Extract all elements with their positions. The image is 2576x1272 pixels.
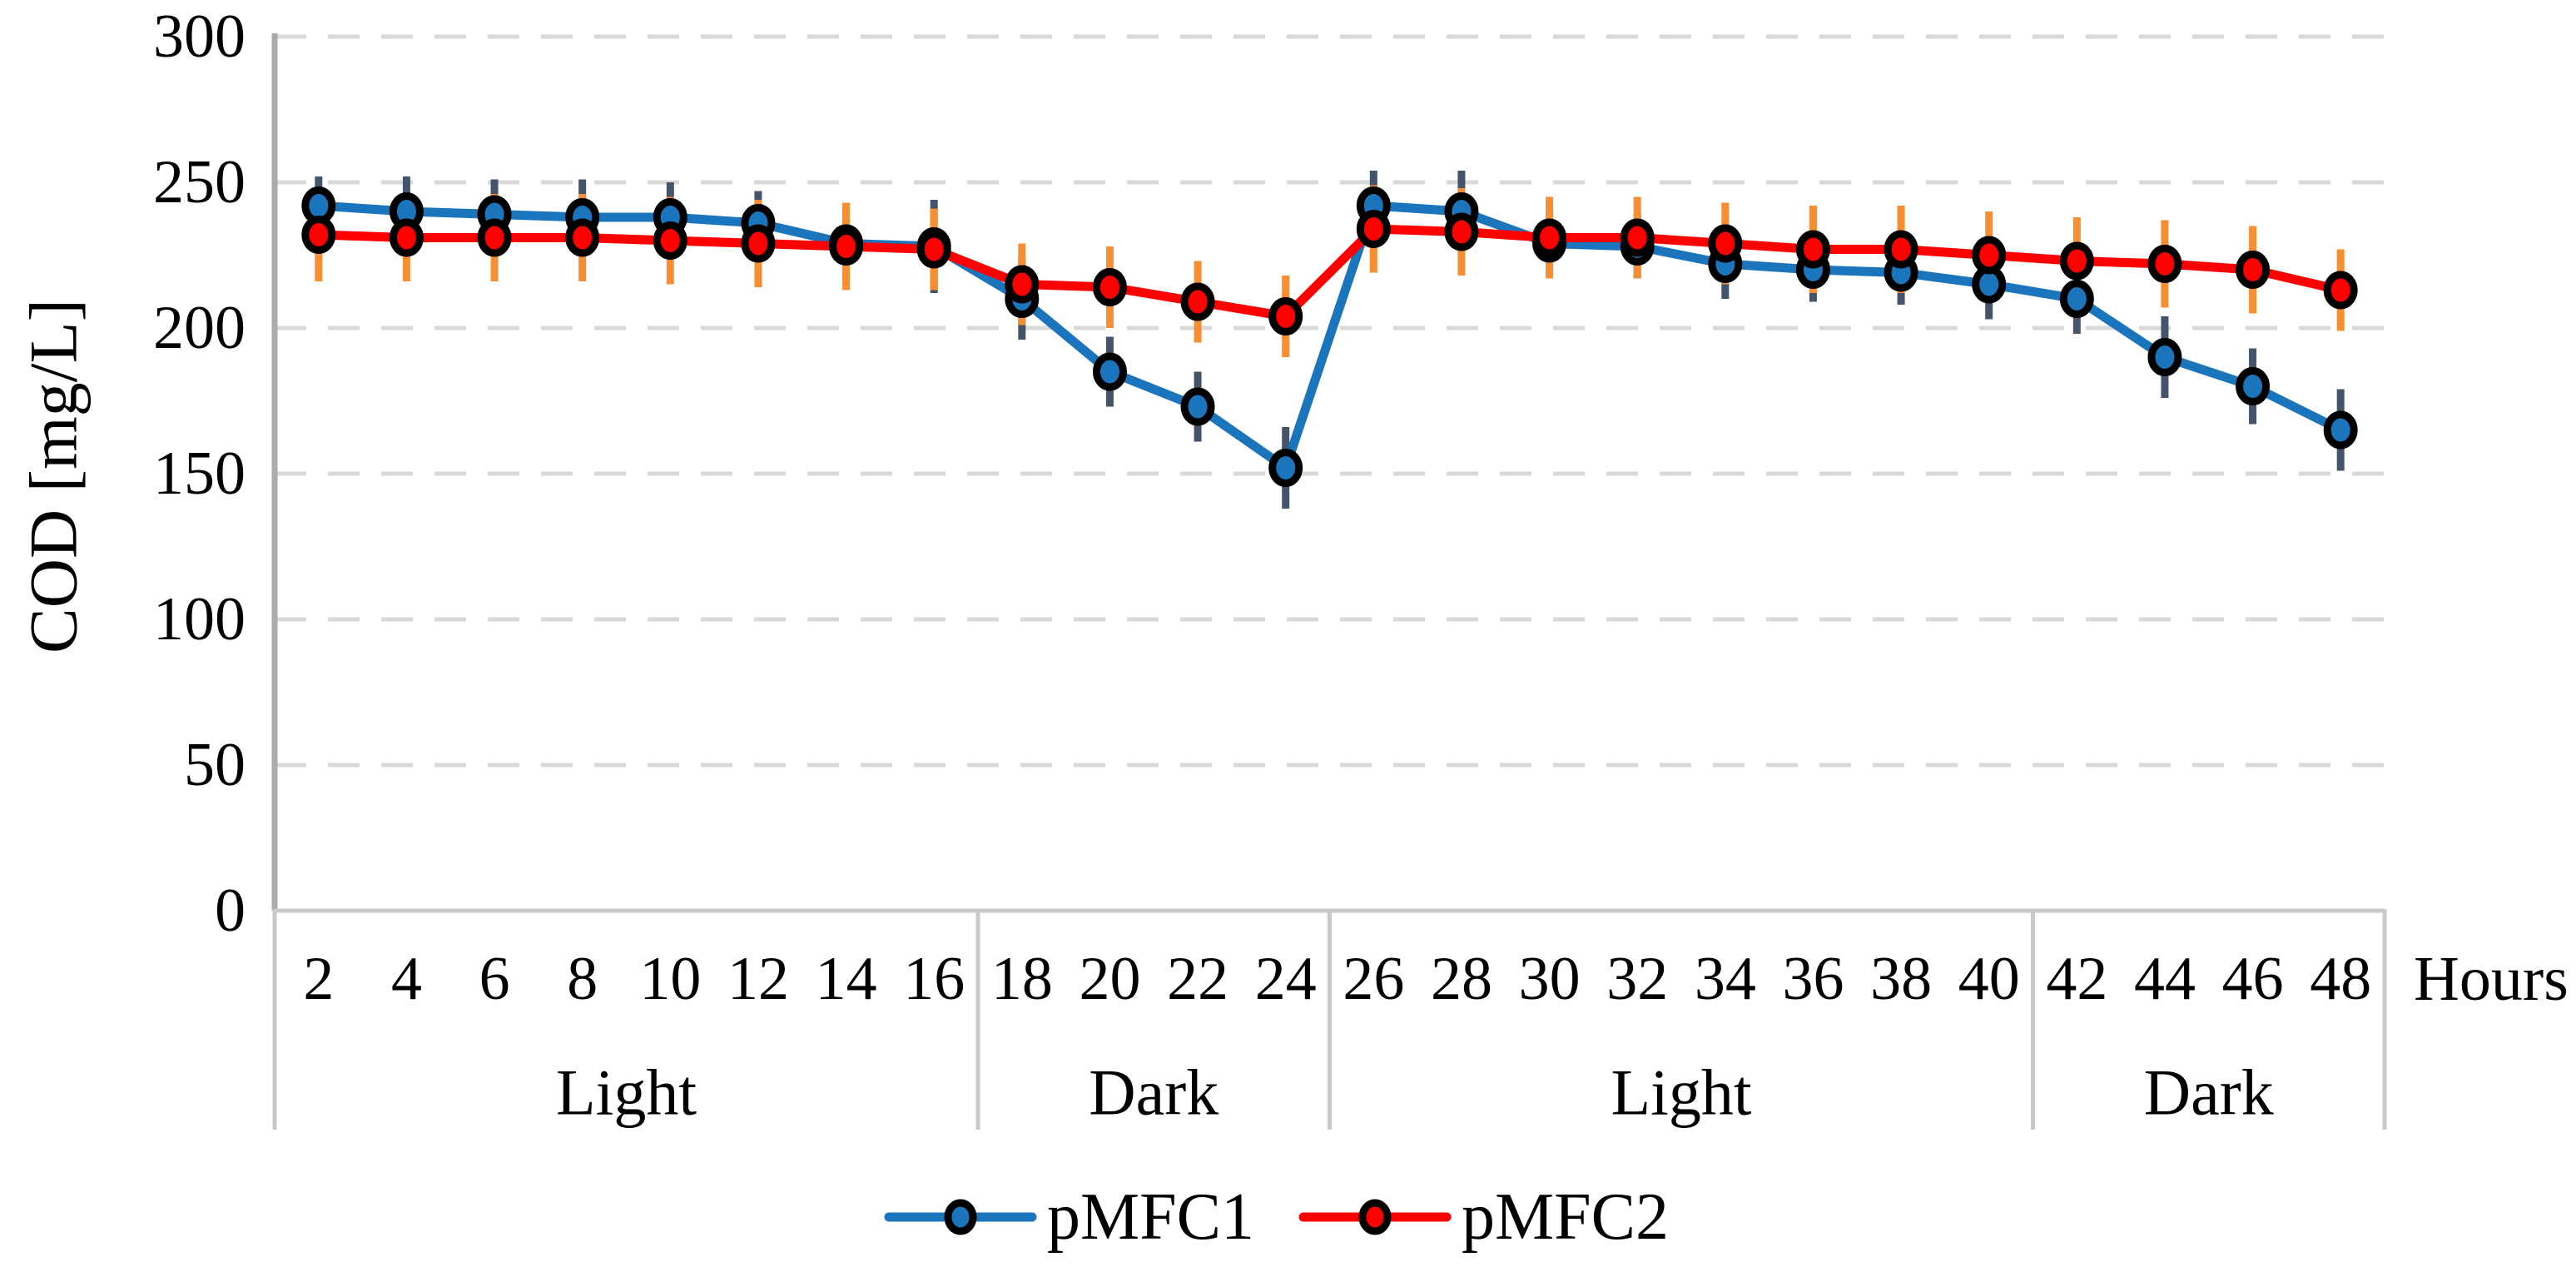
x-tick-label-44: 44 <box>2134 945 2196 1013</box>
x-tick-label-8: 8 <box>567 945 598 1013</box>
data-point-pmfc2-30 <box>1532 218 1567 257</box>
data-point-pmfc2-2 <box>301 216 336 254</box>
category-dividers <box>272 909 2387 1130</box>
data-point-pmfc2-32 <box>1620 218 1655 257</box>
x-tick-label-30: 30 <box>1519 945 1581 1013</box>
data-point-pmfc2-6 <box>477 218 512 257</box>
x-tick-label-34: 34 <box>1695 945 1756 1013</box>
data-point-pmfc1-22 <box>1180 387 1215 426</box>
data-point-pmfc2-12 <box>741 224 776 263</box>
data-point-pmfc2-20 <box>1092 268 1127 306</box>
data-point-pmfc2-34 <box>1708 224 1743 263</box>
data-point-pmfc2-38 <box>1884 230 1918 269</box>
legend-label-pmfc1: pMFC1 <box>1047 1180 1254 1254</box>
x-tick-label-38: 38 <box>1870 945 1932 1013</box>
series-line-pmfc2 <box>314 224 2345 321</box>
x-tick-label-22: 22 <box>1167 945 1228 1013</box>
data-point-pmfc2-14 <box>829 227 864 266</box>
x-tick-label-14: 14 <box>816 945 877 1013</box>
markers-pmfc2 <box>301 210 2358 335</box>
data-point-pmfc1-24 <box>1268 449 1303 487</box>
legend-item-pmfc2: pMFC2 <box>1298 1180 1669 1254</box>
x-tick-label-28: 28 <box>1431 945 1492 1013</box>
y-axis-title: COD [mg/L] <box>16 299 92 653</box>
data-point-pmfc1-42 <box>2059 280 2094 318</box>
data-point-pmfc2-46 <box>2236 251 2271 289</box>
group-label-light-2: Light <box>1611 1056 1752 1129</box>
x-tick-label-40: 40 <box>1958 945 2020 1013</box>
group-label-dark-3: Dark <box>2144 1056 2274 1129</box>
x-tick-label-4: 4 <box>391 945 422 1013</box>
data-point-pmfc2-18 <box>1005 265 1040 304</box>
x-tick-label-16: 16 <box>903 945 965 1013</box>
legend-item-pmfc1: pMFC1 <box>884 1180 1254 1254</box>
x-tick-label-24: 24 <box>1255 945 1317 1013</box>
legend-marker-pmfc2 <box>1358 1199 1392 1235</box>
series-line-pmfc1 <box>314 201 2345 473</box>
y-tick-label-100: 100 <box>153 585 246 653</box>
y-tick-label-50: 50 <box>184 731 246 799</box>
x-tick-label-12: 12 <box>727 945 789 1013</box>
data-point-pmfc2-42 <box>2059 241 2094 281</box>
x-tick-label-20: 20 <box>1079 945 1140 1013</box>
data-point-pmfc2-26 <box>1356 210 1391 248</box>
x-tick-label-26: 26 <box>1343 945 1404 1013</box>
gridlines <box>275 34 2385 768</box>
data-point-pmfc2-16 <box>916 230 951 269</box>
y-tick-label-150: 150 <box>153 440 246 508</box>
y-tick-label-200: 200 <box>153 294 246 362</box>
data-point-pmfc2-8 <box>565 218 600 257</box>
legend-marker-pmfc1 <box>944 1199 977 1235</box>
y-tick-label-250: 250 <box>153 148 246 216</box>
data-point-pmfc1-46 <box>2236 367 2271 405</box>
x-axis-title: Hours <box>2414 944 2569 1014</box>
data-point-pmfc2-40 <box>1972 236 2007 275</box>
x-tick-label-48: 48 <box>2310 945 2371 1013</box>
x-tick-label-2: 2 <box>303 945 334 1013</box>
x-tick-label-10: 10 <box>639 945 701 1013</box>
x-tick-label-46: 46 <box>2222 945 2284 1013</box>
group-label-dark-1: Dark <box>1089 1056 1219 1129</box>
data-point-pmfc2-22 <box>1180 282 1215 321</box>
data-point-pmfc1-20 <box>1092 352 1127 391</box>
group-label-light-0: Light <box>556 1056 697 1129</box>
data-point-pmfc2-36 <box>1795 230 1830 269</box>
data-point-pmfc2-44 <box>2147 245 2182 283</box>
data-point-pmfc2-4 <box>389 218 424 257</box>
data-point-pmfc2-48 <box>2323 271 2358 310</box>
y-tick-label-300: 300 <box>153 2 246 71</box>
data-point-pmfc1-48 <box>2323 410 2358 450</box>
x-tick-label-18: 18 <box>991 945 1053 1013</box>
x-tick-label-42: 42 <box>2046 945 2107 1013</box>
data-point-pmfc1-44 <box>2147 338 2182 376</box>
data-point-pmfc2-28 <box>1444 212 1479 251</box>
data-point-pmfc2-10 <box>653 221 687 260</box>
x-tick-label-32: 32 <box>1606 945 1668 1013</box>
data-point-pmfc2-24 <box>1268 297 1303 335</box>
y-tick-label-0: 0 <box>215 877 246 945</box>
legend-label-pmfc2: pMFC2 <box>1462 1180 1669 1254</box>
x-tick-label-6: 6 <box>479 945 510 1013</box>
legend: pMFC1 pMFC2 <box>884 1180 1669 1254</box>
x-tick-label-36: 36 <box>1782 945 1844 1013</box>
